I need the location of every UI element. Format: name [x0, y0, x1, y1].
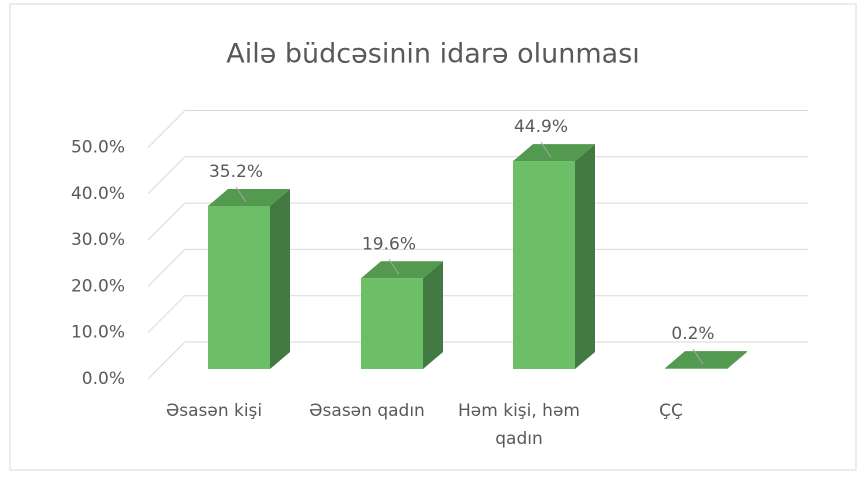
bar — [513, 144, 595, 369]
bar-side — [270, 189, 290, 369]
x-tick-label: Əsasən qadın — [309, 401, 425, 421]
x-tick-label: ÇÇ — [659, 401, 683, 421]
value-label: 35.2% — [209, 162, 263, 182]
bar-side — [423, 261, 443, 369]
x-tick-label: Əsasən kişi — [165, 401, 263, 421]
grid-line-side — [147, 110, 186, 148]
bar-front — [208, 206, 270, 369]
bar — [361, 261, 443, 369]
y-tick-label: 40.0% — [71, 184, 125, 204]
chart-title: Ailə büdcəsinin idarə olunması — [226, 39, 640, 70]
bar-top — [513, 144, 595, 162]
y-tick-label: 30.0% — [71, 230, 125, 250]
y-tick-label: 0.0% — [82, 369, 125, 389]
leader-line — [692, 348, 704, 365]
bar-front — [513, 161, 575, 369]
bar-top — [665, 351, 747, 369]
value-label: 19.6% — [362, 234, 416, 254]
value-label: 0.2% — [671, 324, 714, 344]
bar-side — [575, 144, 595, 369]
value-label: 44.9% — [514, 117, 568, 137]
bar-side — [727, 351, 747, 369]
grid-line-side — [147, 156, 186, 195]
bar-top — [208, 189, 290, 207]
y-tick-label: 10.0% — [71, 323, 125, 343]
x-tick-label: Həm kişi, həm qadın — [458, 401, 580, 449]
bar-top — [361, 261, 443, 279]
bar-front — [361, 278, 423, 369]
leader-line — [540, 141, 552, 158]
bar — [665, 351, 747, 369]
y-tick-label: 20.0% — [71, 276, 125, 296]
grid-line-side — [147, 202, 186, 241]
bar-front — [665, 368, 727, 369]
grid-line-side — [147, 249, 186, 287]
bar — [208, 189, 290, 369]
leader-line — [388, 258, 400, 275]
grid-line-side — [147, 295, 186, 334]
y-tick-label: 50.0% — [71, 138, 125, 158]
grid-line-side — [147, 341, 186, 380]
leader-line — [235, 186, 247, 203]
